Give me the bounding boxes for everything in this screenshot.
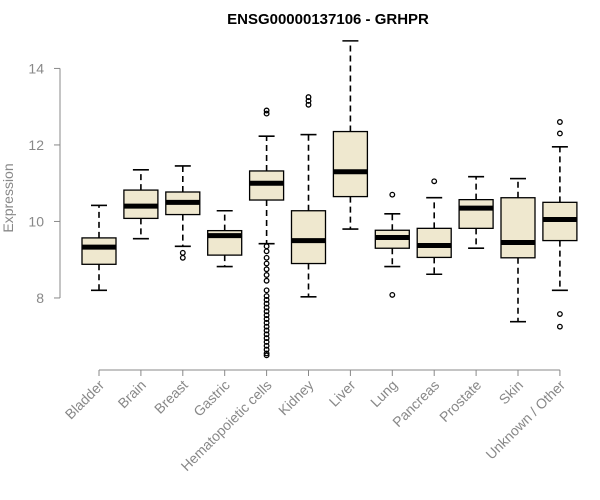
outlier-point [263, 272, 270, 278]
outlier-point [556, 119, 563, 125]
outlier-point [179, 249, 186, 256]
outlier-point [389, 291, 396, 298]
boxes-group [81, 40, 578, 359]
box-bladder [81, 204, 117, 292]
box-kidney [290, 94, 327, 298]
outlier-point [263, 339, 270, 345]
iqr-box [81, 237, 117, 265]
outlier-point [263, 316, 270, 322]
outlier-point [263, 266, 270, 273]
outlier-point [263, 346, 270, 353]
outlier-point [263, 277, 270, 284]
outlier-point [263, 352, 270, 359]
y-tick-label: 8 [36, 290, 44, 306]
outlier-point [263, 342, 270, 349]
outlier-point [263, 110, 270, 117]
outlier-point [263, 350, 270, 357]
outlier-point [263, 304, 270, 311]
y-axis-label: Expression [0, 163, 16, 232]
box-unknown-other [542, 119, 578, 330]
outlier-point [263, 300, 270, 307]
y-tick-label: 14 [28, 60, 44, 76]
box-gastric [207, 209, 243, 268]
x-tick-label: Bladder [62, 377, 108, 423]
iqr-box [290, 210, 327, 265]
outlier-point [263, 296, 270, 303]
iqr-box [458, 198, 494, 229]
outlier-point [556, 311, 563, 317]
outlier-point [263, 327, 270, 334]
outlier-point [305, 97, 312, 104]
outlier-point [263, 331, 270, 338]
outlier-point [263, 319, 270, 326]
box-lung [374, 191, 410, 298]
box-liver [332, 40, 369, 230]
box-breast [165, 165, 201, 261]
outlier-point [305, 94, 312, 101]
outlier-point [263, 260, 270, 267]
box-brain [123, 169, 159, 240]
outlier-point [263, 248, 270, 255]
x-tick-label: Lung [367, 377, 400, 410]
outlier-point [263, 107, 270, 114]
box-prostate [458, 175, 494, 250]
y-axis: 8 10 12 14 [28, 60, 61, 306]
box-hematopoietic-cells [248, 107, 285, 359]
iqr-box [500, 197, 536, 259]
outlier-point [179, 254, 186, 261]
outlier-point [263, 293, 270, 300]
x-tick-label: Prostate [436, 377, 484, 425]
iqr-box [416, 227, 452, 259]
chart-title: ENSG00000137106 - GRHPR [227, 11, 429, 28]
x-tick-label: Liver [326, 377, 359, 410]
x-tick-label: Unknown / Other [482, 377, 568, 463]
outlier-point [389, 191, 396, 198]
outlier-point [556, 130, 563, 137]
x-tick-label: Brain [115, 377, 149, 411]
x-tick-label: Skin [496, 377, 527, 408]
x-tick-label: Pancreas [389, 377, 442, 430]
outlier-point [263, 243, 270, 250]
outlier-point [263, 308, 270, 315]
x-tick-label: Breast [151, 377, 191, 417]
outlier-point [263, 323, 270, 330]
iqr-box [332, 130, 369, 198]
outlier-point [431, 178, 438, 185]
outlier-point [263, 287, 270, 294]
y-tick-label: 10 [28, 213, 44, 229]
outlier-point [263, 335, 270, 342]
outlier-point [556, 323, 563, 330]
outlier-point [305, 101, 312, 108]
x-tick-label: Kidney [275, 377, 317, 419]
outlier-point [263, 312, 270, 319]
box-skin [500, 177, 536, 323]
outlier-point [263, 254, 270, 261]
box-pancreas [416, 178, 452, 276]
y-tick-label: 12 [28, 137, 44, 153]
